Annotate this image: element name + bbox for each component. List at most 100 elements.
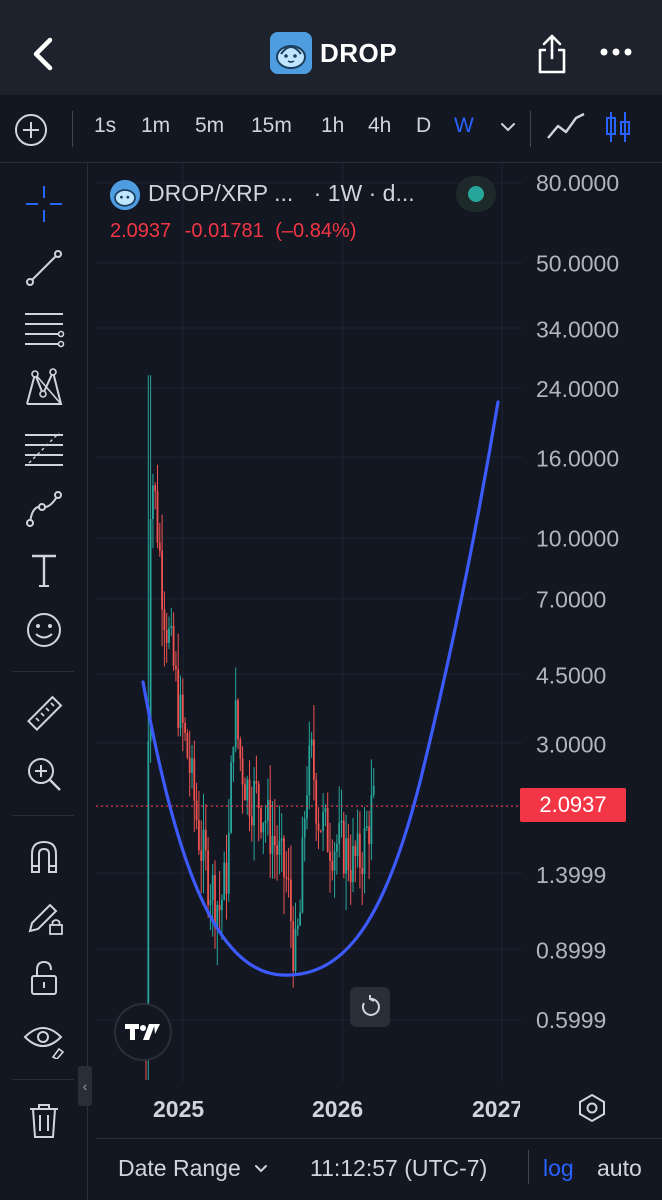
candle-body — [244, 784, 246, 801]
date-range-label: Date Range — [118, 1155, 241, 1181]
share-icon — [538, 34, 566, 74]
divider — [12, 815, 74, 816]
symbol-title[interactable]: DROP — [270, 32, 397, 74]
reset-icon — [361, 995, 380, 1016]
tradingview-icon — [125, 1024, 160, 1040]
timeframe-toolbar: 1s 1m 5m 15m 1h 4h D W — [0, 95, 662, 163]
visibility-tool[interactable] — [20, 1015, 68, 1063]
trash-icon — [30, 1104, 58, 1138]
collapse-toolbar-button[interactable]: ‹ — [78, 1066, 92, 1106]
auto-scale-toggle[interactable]: auto — [597, 1155, 642, 1181]
candle-body — [301, 837, 304, 913]
candle-body — [218, 904, 221, 911]
magnet-tool[interactable] — [20, 832, 68, 880]
lock-tool[interactable] — [20, 954, 68, 1002]
lock-drawing-tool[interactable] — [20, 893, 68, 941]
path-icon — [26, 491, 62, 527]
text-tool[interactable] — [20, 546, 68, 594]
timezone-clock[interactable]: 11:12:57 (UTC-7) — [310, 1155, 488, 1181]
more-button[interactable] — [596, 40, 636, 64]
crosshair-tool[interactable] — [20, 180, 68, 228]
candle-body — [209, 900, 212, 905]
candle-body — [310, 739, 313, 746]
candle-body — [317, 823, 320, 831]
tab-1s[interactable]: 1s — [94, 114, 117, 137]
pencil-lock-icon — [28, 903, 63, 935]
candle-body — [237, 700, 239, 740]
tab-15m[interactable]: 15m — [251, 114, 292, 137]
tab-1m[interactable]: 1m — [141, 114, 171, 137]
price-tick-label: 80.0000 — [536, 170, 619, 196]
candle-body — [214, 875, 216, 928]
horizontal-lines-tool[interactable] — [20, 304, 68, 352]
measure-tool[interactable] — [20, 690, 68, 738]
date-range-button[interactable]: Date Range — [118, 1155, 269, 1182]
candle-body — [308, 745, 311, 796]
trend-line-icon — [26, 250, 62, 286]
reset-chart-button[interactable] — [350, 987, 390, 1027]
candle-body — [248, 779, 251, 817]
candle-body — [303, 818, 306, 838]
line-chart-button[interactable] — [546, 110, 586, 149]
fib-retracement-icon — [25, 432, 63, 466]
candle-body — [267, 799, 269, 821]
candle-body — [234, 700, 237, 748]
candle-body — [322, 811, 324, 831]
price-tick-label: 0.5999 — [536, 1007, 606, 1033]
tab-5m[interactable]: 5m — [195, 114, 225, 137]
pattern-tool[interactable] — [20, 364, 68, 412]
tab-d[interactable]: D — [416, 114, 432, 137]
candle-body — [172, 625, 175, 666]
zoom-tool[interactable] — [20, 750, 68, 798]
log-scale-toggle[interactable]: log — [543, 1155, 574, 1181]
candle-body — [188, 757, 191, 773]
tradingview-logo[interactable] — [114, 1003, 172, 1061]
candle-body — [158, 542, 161, 551]
candle-body — [340, 820, 343, 823]
legend-symbol[interactable]: DROP/XRP ... · 1W · d... — [148, 180, 415, 207]
horizontal-lines-icon — [25, 313, 65, 348]
back-button[interactable] — [24, 30, 64, 78]
candle-body — [296, 925, 299, 929]
eye-icon — [23, 1027, 65, 1059]
candle-body — [315, 779, 318, 824]
current-price-label: 2.0937 — [520, 788, 626, 822]
drawing-toolbar — [0, 163, 88, 1200]
legend-interval: · 1W · d... — [313, 180, 415, 206]
divider — [12, 671, 74, 672]
tab-w[interactable]: W — [454, 114, 474, 137]
price-tick-label: 34.0000 — [536, 316, 619, 342]
path-tool[interactable] — [20, 485, 68, 533]
price-tick-label: 50.0000 — [536, 250, 619, 276]
tab-4h[interactable]: 4h — [368, 114, 392, 137]
candle-chart-button[interactable] — [604, 110, 632, 149]
candle-body — [179, 694, 182, 729]
price-tick-label: 10.0000 — [536, 526, 619, 552]
legend-pair: DROP/XRP ... — [148, 180, 294, 206]
divider — [12, 1079, 74, 1080]
more-horizontal-icon — [600, 48, 632, 56]
chart-settings-button[interactable] — [576, 1092, 608, 1124]
candle-body — [324, 808, 327, 812]
delete-tool[interactable] — [20, 1097, 68, 1145]
tab-1h[interactable]: 1h — [321, 114, 345, 137]
timeframe-dropdown[interactable] — [498, 117, 518, 137]
add-indicator-button[interactable] — [14, 113, 48, 147]
candle-body — [287, 878, 290, 880]
emoji-tool[interactable] — [20, 606, 68, 654]
time-tick-2026: 2026 — [312, 1096, 364, 1122]
share-button[interactable] — [532, 32, 572, 76]
fib-tool[interactable] — [20, 425, 68, 473]
candle-body — [163, 609, 166, 631]
chevron-left-icon — [33, 37, 53, 71]
candle-body — [338, 822, 341, 844]
trend-line-tool[interactable] — [20, 244, 68, 292]
price-chart[interactable]: 80.0000 50.0000 34.0000 24.0000 16.0000 10.00… — [96, 163, 662, 1085]
candle-body — [227, 832, 230, 894]
candle-body — [181, 694, 184, 724]
candle-body — [211, 875, 214, 901]
candle-body — [216, 904, 219, 928]
candle-body — [250, 816, 253, 826]
time-tick-2025: 2025 — [153, 1096, 205, 1122]
market-status[interactable] — [456, 176, 496, 212]
